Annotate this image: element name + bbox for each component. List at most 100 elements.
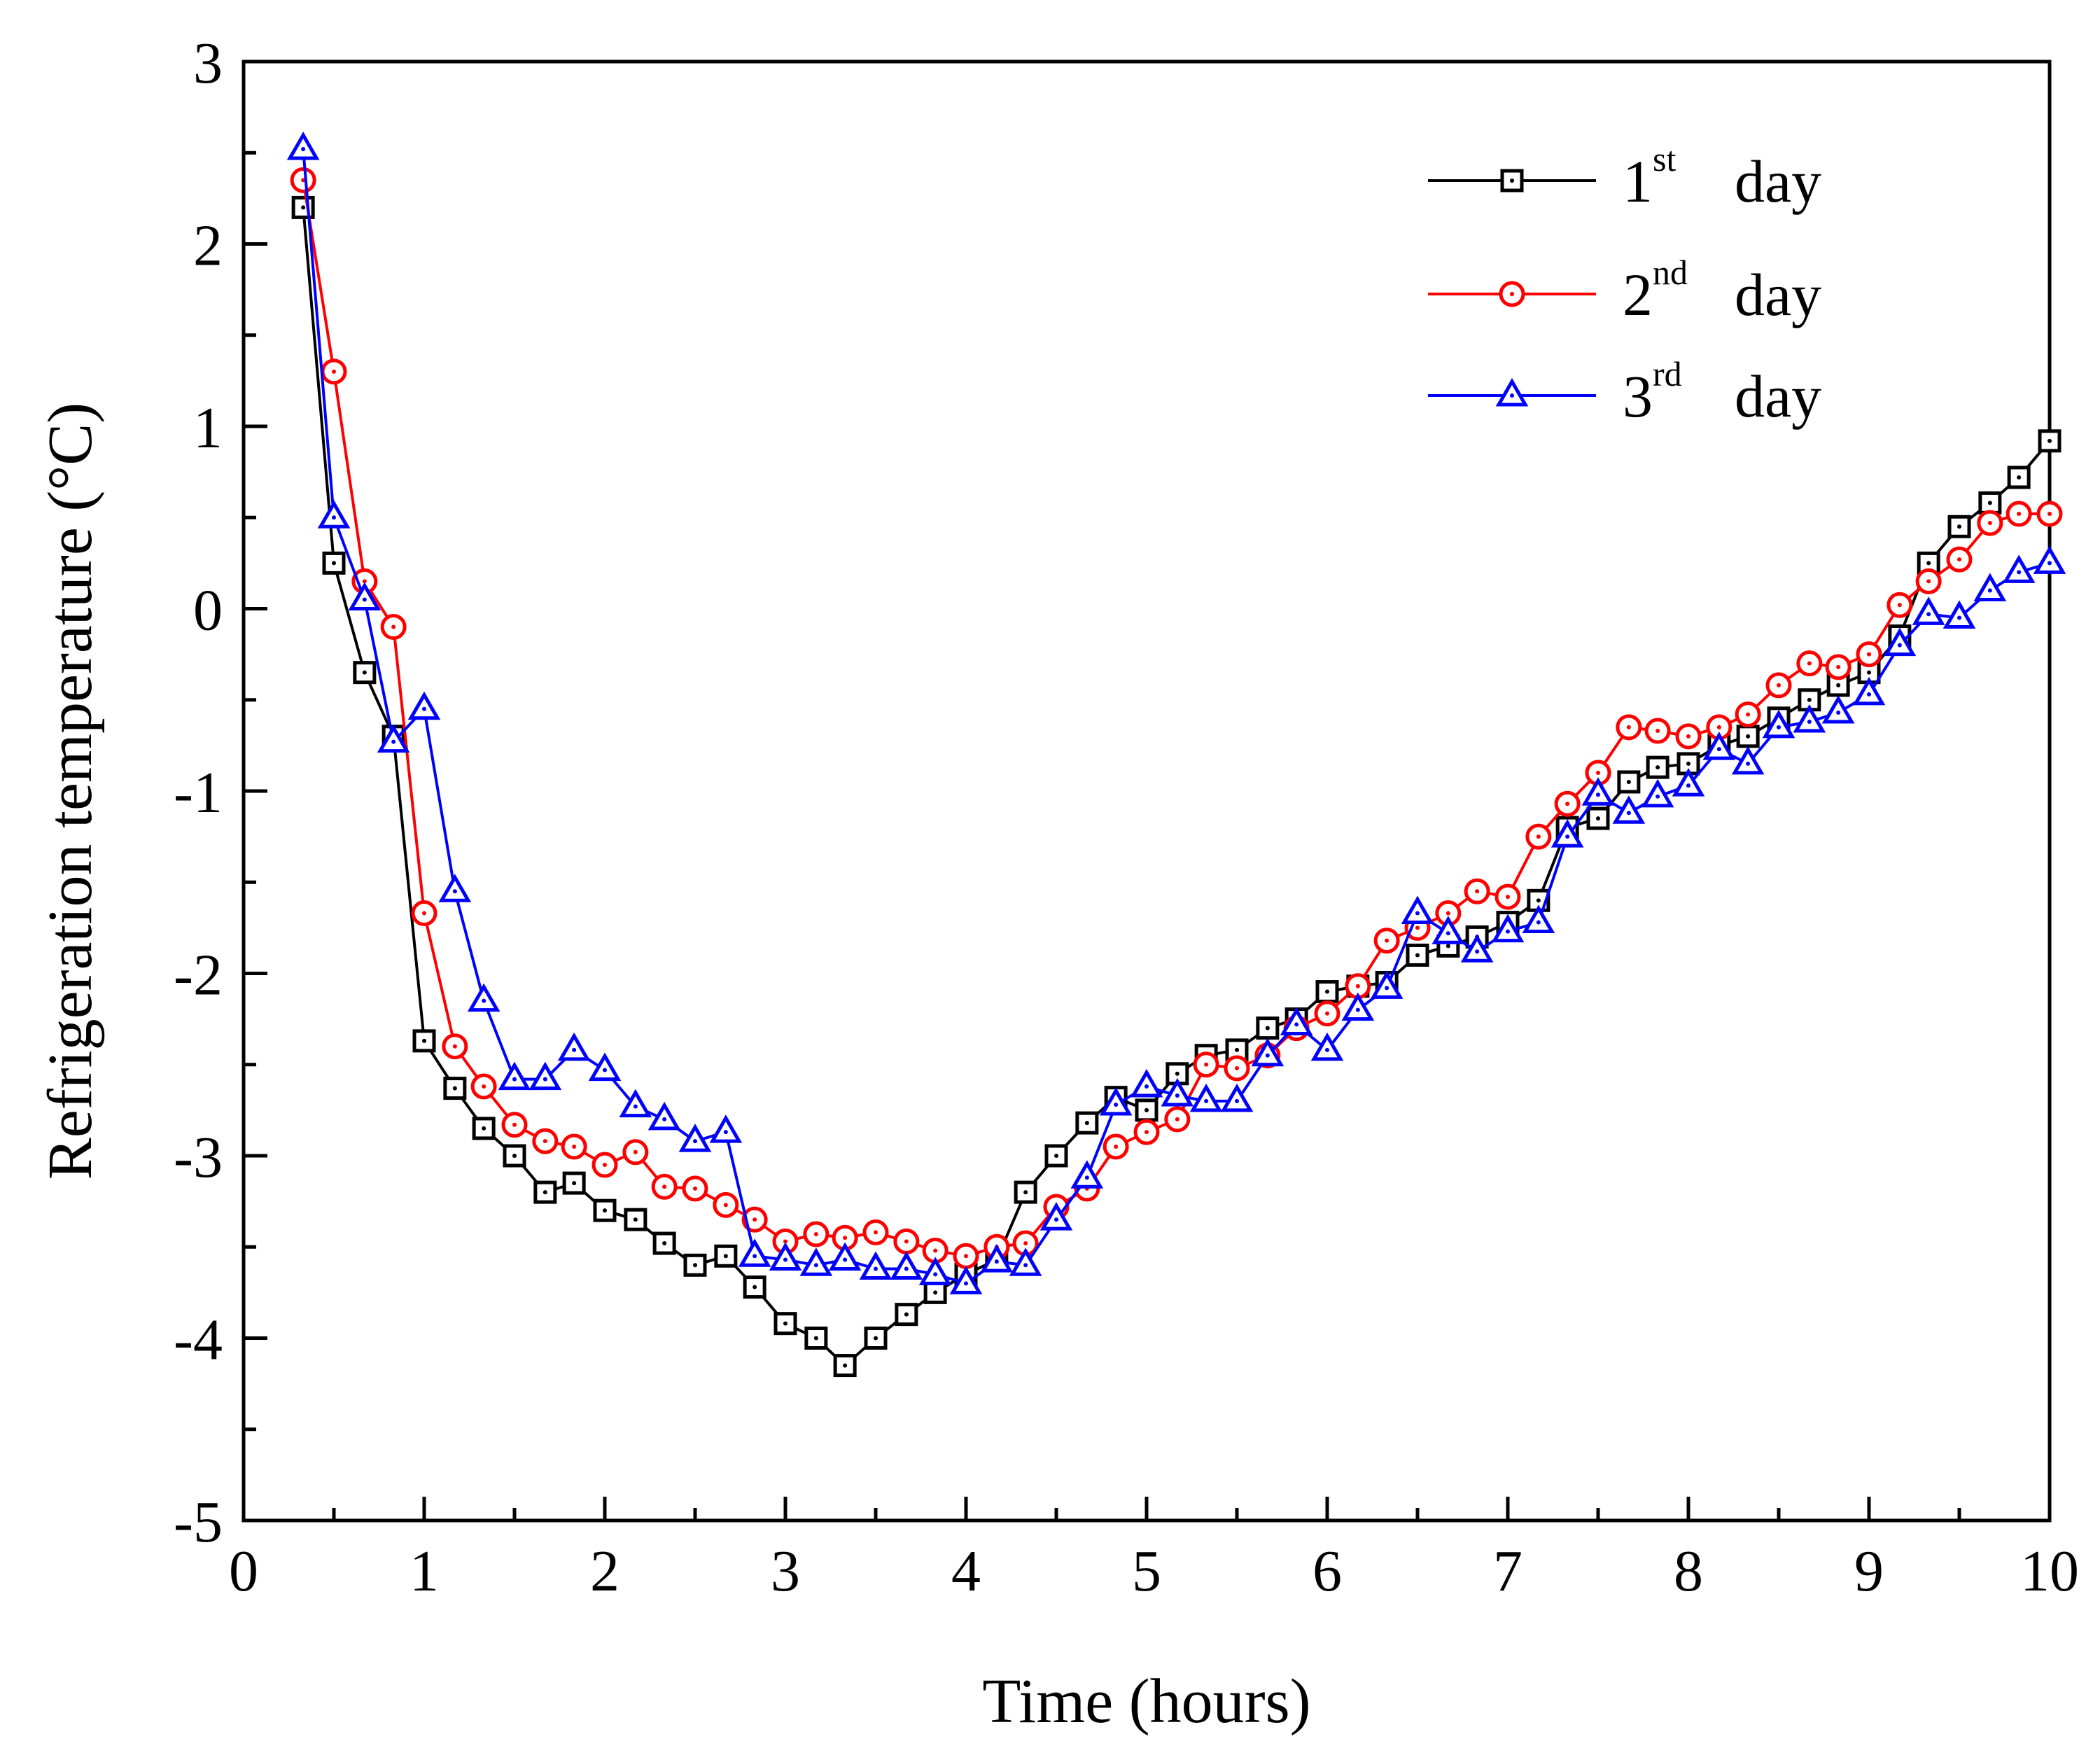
data-point [588, 1052, 622, 1082]
y-axis: 3 2 1 0 -1 -2 -3 -4 -5 [174, 31, 267, 1555]
y-tick-label: 1 [193, 396, 223, 461]
data-point [1341, 992, 1375, 1021]
x-tick-label: 1 [410, 1539, 439, 1604]
x-tick-label: 3 [771, 1539, 800, 1604]
y-tick-label: 0 [193, 578, 223, 643]
legend-item-3: 3rd day [1428, 354, 1821, 430]
data-point [593, 1198, 617, 1222]
data-point [1401, 895, 1434, 925]
data-point [1370, 970, 1404, 999]
data-point [1735, 701, 1761, 728]
data-point [1550, 819, 1584, 848]
data-point [467, 983, 500, 1012]
data-point [557, 1032, 591, 1061]
data-point [1464, 878, 1490, 904]
data-point [622, 1139, 649, 1166]
data-point [592, 1152, 618, 1178]
data-point [1220, 1083, 1254, 1112]
data-point [1040, 1202, 1073, 1231]
data-point [2033, 545, 2066, 574]
legend-ordinal: 2 [1623, 261, 1653, 328]
data-point [1947, 515, 1971, 538]
data-point [1280, 1007, 1313, 1035]
data-point [1525, 823, 1552, 850]
data-point [918, 1257, 952, 1285]
legend-label: 1st day [1623, 139, 1821, 215]
data-point [1617, 770, 1641, 794]
data-point [1130, 1068, 1163, 1098]
data-point [1161, 1078, 1194, 1107]
data-point [442, 1033, 468, 1060]
legend-item-1: 1st day [1428, 139, 1821, 215]
x-tick-label: 10 [2020, 1539, 2079, 1604]
x-axis-title: Time (hours) [982, 1667, 1310, 1736]
y-axis-title: Refrigeration temperature (°C) [36, 403, 105, 1180]
data-point [1315, 980, 1339, 1004]
data-point [714, 1244, 738, 1268]
y-tick-label: -1 [174, 760, 223, 825]
data-point [380, 614, 407, 641]
y-tick-label: -2 [174, 943, 223, 1008]
data-point [1432, 916, 1465, 944]
data-point [828, 1242, 862, 1271]
data-point [498, 1061, 531, 1091]
legend-label: 3rd day [1623, 354, 1821, 430]
data-point [2007, 466, 2031, 489]
data-point [533, 1180, 557, 1204]
y-tick-label: 2 [193, 214, 223, 279]
data-point [1612, 795, 1646, 824]
data-point [652, 1231, 676, 1255]
data-point [890, 1251, 923, 1280]
data-point [561, 1133, 587, 1160]
data-point [1164, 1106, 1191, 1133]
data-point [503, 1144, 526, 1168]
data-point [738, 1238, 771, 1267]
data-point [651, 1173, 678, 1200]
data-point [923, 1280, 947, 1304]
data-point [1491, 914, 1525, 943]
data-point [743, 1275, 766, 1299]
legend-marker [1500, 169, 1524, 193]
legend-ordinal-suffix: nd [1653, 253, 1688, 292]
data-point [953, 1243, 979, 1269]
data-point [1973, 573, 2007, 601]
x-tick-label: 6 [1312, 1539, 1342, 1604]
data-point [472, 1117, 496, 1140]
data-point [893, 1228, 920, 1254]
data-point [1009, 1247, 1042, 1276]
data-point [1702, 732, 1736, 760]
data-point [1189, 1083, 1223, 1112]
data-point [562, 1171, 586, 1195]
data-point [1554, 790, 1581, 817]
legend-ordinal-suffix: rd [1653, 354, 1682, 393]
data-point [1522, 904, 1555, 934]
data-point [2005, 501, 2032, 527]
data-point [1256, 1016, 1280, 1040]
data-point [1070, 1160, 1104, 1189]
data-point [1641, 778, 1674, 808]
data-point [619, 1089, 652, 1118]
y-tick-label: 3 [193, 31, 223, 96]
data-point [949, 1266, 983, 1294]
series-layer [286, 132, 2066, 1378]
data-point [769, 1242, 802, 1271]
data-point [1646, 755, 1670, 779]
series-2 [290, 167, 2063, 1269]
data-point [1133, 1119, 1160, 1145]
data-point [286, 132, 320, 160]
data-point [683, 1253, 707, 1277]
data-point [353, 661, 377, 685]
x-tick-label: 8 [1674, 1539, 1703, 1604]
legend: 1st day 2nd day 3rd day [1428, 139, 1821, 430]
data-point [443, 1077, 467, 1100]
data-point [2002, 554, 2036, 583]
data-point [682, 1175, 708, 1202]
data-point [1224, 1055, 1250, 1082]
x-tick-label: 9 [1854, 1539, 1884, 1604]
data-point [1102, 1133, 1129, 1160]
legend-series-name: day [1735, 261, 1821, 328]
data-point [1912, 596, 1945, 625]
y-tick-label: -3 [174, 1125, 223, 1190]
data-point [1826, 673, 1850, 697]
